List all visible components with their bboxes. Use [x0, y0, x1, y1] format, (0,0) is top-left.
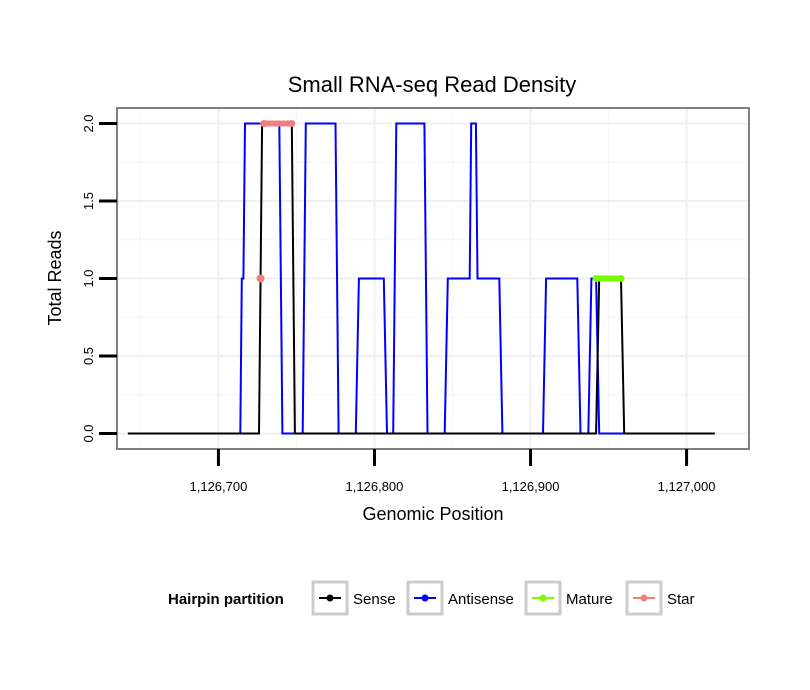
y-tick-label: 2.0 [81, 114, 96, 132]
chart-title: Small RNA-seq Read Density [288, 72, 577, 97]
mature-point [617, 275, 625, 282]
series-layer [127, 120, 715, 435]
y-tick-label: 0.5 [81, 347, 96, 365]
star-point [256, 274, 265, 283]
legend-label-sense: Sense [353, 591, 396, 608]
legend-title: Hairpin partition [168, 591, 284, 608]
legend-key-box [311, 580, 349, 616]
legend-label-mature: Mature [566, 591, 613, 608]
legend-item-star: Star [625, 580, 695, 616]
legend-items: Sense Antisense Mature Star [311, 580, 695, 616]
antisense-series-line [127, 122, 715, 435]
legend: Hairpin partition Sense Antisense Mature St… [168, 580, 695, 616]
legend-key-point [640, 594, 648, 602]
legend-item-antisense: Antisense [406, 580, 514, 616]
legend-key-point [326, 594, 334, 602]
x-tick-label: 1,126,900 [502, 479, 560, 494]
y-tick-label: 1.5 [81, 192, 96, 210]
legend-item-sense: Sense [311, 580, 396, 616]
star-point [288, 120, 296, 127]
x-axis-title: Genomic Position [362, 504, 503, 524]
legend-key-point [539, 594, 547, 602]
y-tick-label: 1.0 [81, 269, 96, 287]
legend-label-star: Star [667, 591, 695, 608]
y-axis-title: Total Reads [45, 230, 65, 325]
mature-point [592, 275, 600, 282]
y-tick-label: 0.0 [81, 424, 96, 442]
legend-item-mature: Mature [524, 580, 613, 616]
x-tick-label: 1,127,000 [658, 479, 716, 494]
x-tick-label: 1,126,800 [346, 479, 404, 494]
y-axis: 0.0 0.5 1.0 1.5 2.0 [81, 114, 117, 443]
x-tick-label: 1,126,700 [190, 479, 248, 494]
x-axis: 1,126,700 1,126,800 1,126,900 1,127,000 [190, 449, 716, 494]
legend-key-point [421, 594, 429, 602]
legend-label-antisense: Antisense [448, 591, 514, 608]
star-point [260, 120, 268, 127]
